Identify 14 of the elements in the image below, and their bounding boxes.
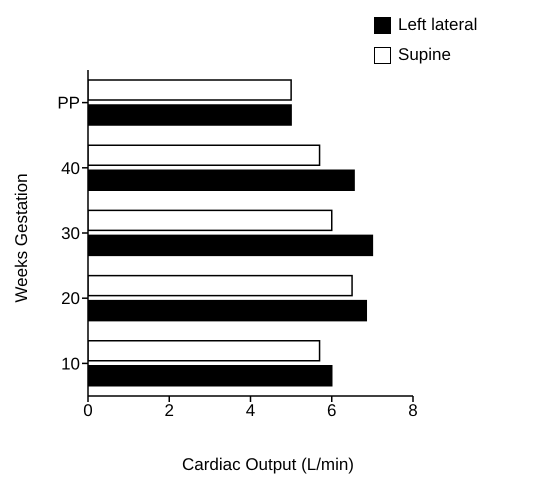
x-tick-label: 4 xyxy=(246,401,256,420)
x-tick-label: 2 xyxy=(164,401,174,420)
y-tick-label: PP xyxy=(57,94,80,113)
y-tick-label: 20 xyxy=(61,289,80,308)
x-axis-title: Cardiac Output (L/min) xyxy=(181,455,355,475)
y-tick-label: 10 xyxy=(61,354,80,374)
x-tick-label: 6 xyxy=(327,401,336,420)
legend-label: Supine xyxy=(398,45,451,65)
legend-label: Left lateral xyxy=(398,15,478,35)
x-tick-label: 8 xyxy=(408,401,418,420)
y-axis-title: Weeks Gestation xyxy=(12,173,32,303)
y-tick-label: 40 xyxy=(61,158,80,178)
y-tick-label: 30 xyxy=(61,224,80,244)
x-tick-label: 0 xyxy=(83,401,93,420)
